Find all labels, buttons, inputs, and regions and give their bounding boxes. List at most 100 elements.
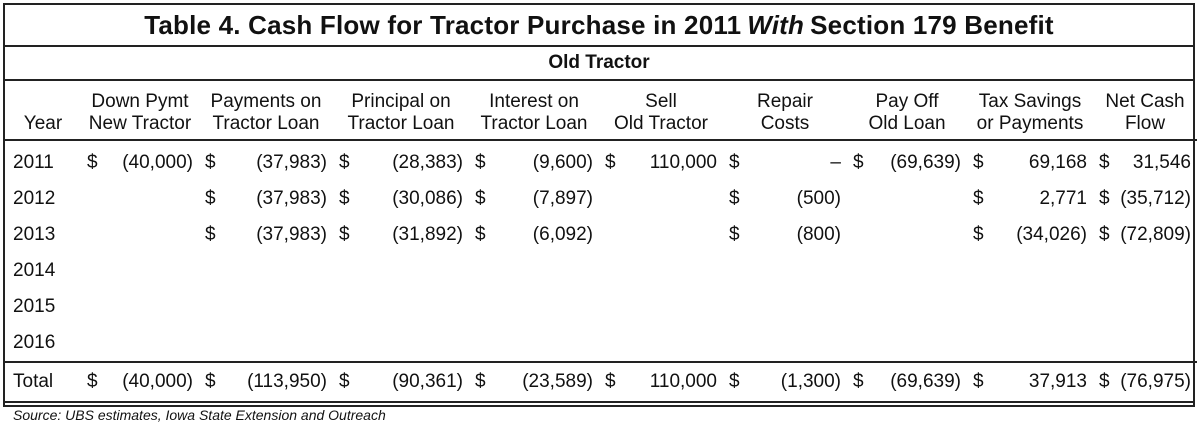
value-cell — [469, 325, 599, 362]
value-cell: $ (34,026) — [967, 217, 1093, 253]
column-header-line2: New Tractor — [88, 113, 192, 134]
currency-symbol: $ — [475, 188, 486, 209]
table-row: 2012 $ (37,983) $ (30,086) $ (7,897) $ (500) $2,7… — [5, 181, 1197, 217]
cell-value: (500) — [796, 188, 841, 209]
value-cell: $ (37,983) — [199, 217, 333, 253]
column-header-line2: Old Tractor — [614, 113, 708, 134]
cell-value: 110,000 — [649, 152, 717, 173]
column-header: Tax Savings or Payments — [967, 81, 1093, 140]
column-header-line1: Interest on — [489, 91, 579, 112]
cell-value: (23,589) — [522, 371, 593, 392]
value-cell — [847, 325, 967, 362]
column-header-line2: Tractor Loan — [212, 113, 320, 134]
year-cell: 2012 — [13, 188, 56, 209]
value-cell: $110,000 — [599, 140, 723, 181]
value-cell — [333, 289, 469, 325]
value-cell — [723, 325, 847, 362]
cash-flow-table: Year Down Pymt New Tractor Payments on Tract… — [5, 81, 1197, 401]
currency-symbol: $ — [1099, 152, 1110, 173]
value-cell: $ – — [723, 140, 847, 181]
value-cell — [599, 325, 723, 362]
value-cell: $ (500) — [723, 181, 847, 217]
currency-symbol: $ — [1099, 371, 1110, 392]
cell-value: (28,383) — [392, 152, 463, 173]
year-cell: 2015 — [13, 296, 56, 317]
value-cell: $ (72,809) — [1093, 217, 1197, 253]
year-cell: 2013 — [13, 224, 56, 245]
column-header-line1: Tax Savings — [978, 91, 1082, 112]
cell-value: (34,026) — [1016, 224, 1087, 245]
header-row: Year Down Pymt New Tractor Payments on Tract… — [5, 81, 1197, 140]
column-header: Payments on Tractor Loan — [199, 81, 333, 140]
column-header: Interest on Tractor Loan — [469, 81, 599, 140]
column-header-line1 — [5, 91, 81, 113]
currency-symbol: $ — [475, 152, 486, 173]
currency-symbol: $ — [205, 224, 216, 245]
value-cell — [1093, 289, 1197, 325]
cell-value: (37,983) — [256, 188, 327, 209]
currency-symbol: $ — [87, 371, 98, 392]
section-heading: Old Tractor — [5, 47, 1193, 81]
value-cell — [1093, 325, 1197, 362]
currency-symbol: $ — [729, 152, 740, 173]
cell-value: (113,950) — [247, 371, 327, 392]
value-cell: $ (1,300) — [723, 362, 847, 401]
value-cell: $ (113,950) — [199, 362, 333, 401]
table-row: 2016 — [5, 325, 1197, 362]
value-cell — [469, 289, 599, 325]
cell-value: (1,300) — [780, 371, 841, 392]
cell-value: (30,086) — [392, 188, 463, 209]
value-cell: $ (6,092) — [469, 217, 599, 253]
value-cell — [81, 181, 199, 217]
currency-symbol: $ — [729, 224, 740, 245]
table-row: 2014 — [5, 253, 1197, 289]
year-cell: 2011 — [13, 152, 54, 173]
value-cell: $ (69,639) — [847, 140, 967, 181]
value-cell — [967, 325, 1093, 362]
year-cell: Total — [13, 371, 54, 392]
value-cell — [1093, 253, 1197, 289]
column-header: Principal on Tractor Loan — [333, 81, 469, 140]
year-cell: 2016 — [13, 332, 56, 353]
value-cell: $110,000 — [599, 362, 723, 401]
cell-value: (37,983) — [256, 152, 327, 173]
value-cell — [967, 253, 1093, 289]
cell-value: (40,000) — [122, 371, 193, 392]
value-cell — [599, 181, 723, 217]
cell-value: (76,975) — [1120, 371, 1191, 392]
value-cell — [81, 325, 199, 362]
currency-symbol: $ — [1099, 224, 1110, 245]
value-cell: $ (37,983) — [199, 140, 333, 181]
value-cell — [599, 289, 723, 325]
value-cell: $ (37,983) — [199, 181, 333, 217]
value-cell: $ (9,600) — [469, 140, 599, 181]
cell-value: 31,546 — [1132, 152, 1191, 173]
value-cell — [847, 181, 967, 217]
column-header-line2: Old Loan — [868, 113, 946, 134]
column-header-line1: Down Pymt — [91, 91, 189, 112]
cell-value: (9,600) — [532, 152, 593, 173]
cell-value: (90,361) — [392, 371, 463, 392]
value-cell — [847, 217, 967, 253]
cell-value: (35,712) — [1120, 188, 1191, 209]
value-cell: $ (69,639) — [847, 362, 967, 401]
column-header-line1: Repair — [757, 91, 813, 112]
currency-symbol: $ — [339, 371, 350, 392]
currency-symbol: $ — [339, 188, 350, 209]
value-cell — [199, 253, 333, 289]
cell-value: (6,092) — [532, 224, 593, 245]
currency-symbol: $ — [605, 371, 616, 392]
currency-symbol: $ — [475, 224, 486, 245]
value-cell — [81, 289, 199, 325]
cell-value: (69,639) — [890, 152, 961, 173]
table-row: 2011 $ (40,000) $ (37,983) $ (28,383) $ (9,600) $… — [5, 140, 1197, 181]
column-header-line1: Sell — [645, 91, 677, 112]
cell-value: 110,000 — [649, 371, 717, 392]
currency-symbol: $ — [475, 371, 486, 392]
column-header-line2: or Payments — [976, 113, 1084, 134]
cell-value: (37,983) — [256, 224, 327, 245]
value-cell — [599, 217, 723, 253]
column-header: Down Pymt New Tractor — [81, 81, 199, 140]
value-cell: $ (35,712) — [1093, 181, 1197, 217]
currency-symbol: $ — [729, 188, 740, 209]
